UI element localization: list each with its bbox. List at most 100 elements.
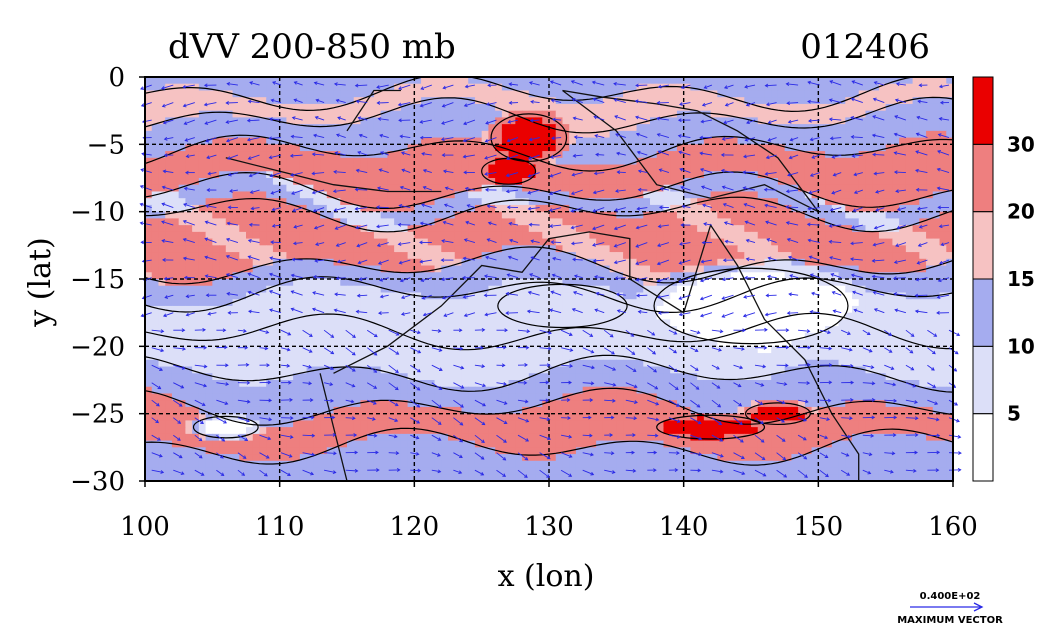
field-cell <box>724 326 732 334</box>
field-cell <box>804 110 813 118</box>
field-cell <box>596 299 604 307</box>
field-cell <box>542 184 550 193</box>
field-cell <box>892 339 900 347</box>
field-cell <box>434 353 442 361</box>
field-cell <box>926 326 934 334</box>
field-cell <box>542 110 550 118</box>
field-cell <box>872 285 880 294</box>
field-cell <box>495 272 503 280</box>
field-cell <box>811 211 819 219</box>
field-cell <box>454 225 463 233</box>
field-cell <box>353 258 362 267</box>
field-cell <box>347 130 355 139</box>
field-cell <box>549 305 557 314</box>
field-cell <box>777 211 786 219</box>
field-cell <box>858 97 867 105</box>
field-cell <box>434 157 442 166</box>
field-cell <box>858 171 867 179</box>
field-cell <box>670 231 678 240</box>
field-cell <box>272 124 281 132</box>
field-cell <box>811 346 819 354</box>
field-cell <box>380 130 388 139</box>
field-cell <box>158 157 166 166</box>
field-cell <box>192 184 200 193</box>
field-cell <box>219 211 227 219</box>
field-cell <box>293 211 301 219</box>
field-cell <box>926 184 934 193</box>
field-cell <box>878 305 887 314</box>
field-cell <box>171 258 180 267</box>
field-cell <box>145 103 153 112</box>
field-cell <box>178 137 186 145</box>
field-cell <box>703 211 712 219</box>
field-cell <box>326 305 335 314</box>
field-cell <box>481 312 489 320</box>
field-cell <box>232 151 240 159</box>
field-cell <box>602 218 611 226</box>
field-cell <box>926 97 934 105</box>
field-cell <box>710 198 718 206</box>
field-cell <box>387 90 395 98</box>
field-cell <box>400 191 409 199</box>
field-cell <box>690 130 698 139</box>
field-cell <box>515 144 523 152</box>
field-cell <box>663 231 671 240</box>
field-cell <box>481 238 489 246</box>
field-cell <box>340 110 348 118</box>
field-cell <box>421 110 429 118</box>
field-cell <box>724 211 732 219</box>
field-cell <box>926 312 934 320</box>
field-cell <box>252 171 261 179</box>
field-cell <box>804 157 813 166</box>
field-cell <box>414 305 422 314</box>
field-cell <box>919 225 927 233</box>
field-cell <box>225 137 234 145</box>
field-cell <box>804 171 813 179</box>
field-cell <box>730 245 739 253</box>
field-cell <box>454 332 463 341</box>
field-cell <box>367 124 375 132</box>
field-cell <box>165 110 173 118</box>
field-cell <box>515 332 523 341</box>
field-cell <box>495 292 503 300</box>
field-cell <box>306 305 314 314</box>
field-cell <box>515 279 523 287</box>
field-cell <box>528 258 537 267</box>
field-cell <box>811 103 819 112</box>
field-cell <box>663 265 671 273</box>
field-cell <box>326 124 335 132</box>
field-cell <box>313 258 321 267</box>
field-cell <box>818 312 826 320</box>
field-cell <box>784 265 792 273</box>
field-cell <box>912 312 920 320</box>
field-cell <box>683 339 691 347</box>
field-cell <box>569 265 577 273</box>
field-cell <box>623 279 631 287</box>
field-cell <box>286 292 294 300</box>
field-cell <box>347 238 355 246</box>
field-cell <box>387 332 395 341</box>
field-cell <box>636 332 644 341</box>
field-cell <box>219 332 227 341</box>
field-cell <box>724 238 732 246</box>
field-cell <box>549 198 557 206</box>
field-cell <box>683 252 691 260</box>
field-cell <box>185 299 193 307</box>
field-cell <box>225 346 234 354</box>
field-cell <box>825 272 833 280</box>
field-cell <box>347 171 355 179</box>
field-cell <box>461 151 469 159</box>
field-cell <box>434 151 442 159</box>
field-cell <box>171 279 180 287</box>
field-cell <box>145 164 153 172</box>
field-cell <box>515 231 523 240</box>
field-cell <box>926 258 934 267</box>
field-cell <box>441 90 449 98</box>
field-cell <box>777 198 786 206</box>
field-cell <box>724 258 732 267</box>
field-cell <box>407 137 415 145</box>
field-cell <box>589 164 597 172</box>
field-cell <box>474 312 483 320</box>
field-cell <box>145 130 153 139</box>
field-cell <box>946 265 953 273</box>
